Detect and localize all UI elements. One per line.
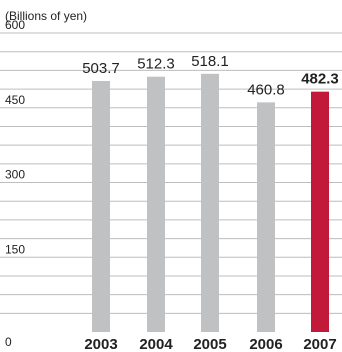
y-tick-label: 0 (5, 335, 12, 349)
value-label-2005: 518.1 (191, 53, 229, 70)
category-label-2005: 2005 (193, 336, 226, 352)
value-label-2007: 482.3 (301, 71, 339, 88)
unit-label: (Billions of yen) (5, 9, 87, 23)
bar-2004 (147, 76, 165, 333)
category-label-2007: 2007 (303, 336, 336, 352)
y-tick-label: 150 (5, 242, 25, 256)
y-tick-label: 450 (5, 93, 25, 107)
bar-2006 (257, 102, 275, 332)
category-label-2003: 2003 (84, 336, 117, 352)
y-tick-label: 300 (5, 168, 25, 182)
category-label-2004: 2004 (139, 336, 173, 352)
x-axis-categories: 2003 2004 2005 2006 2007 (84, 336, 336, 352)
value-label-2003: 503.7 (82, 60, 120, 77)
value-label-2006: 460.8 (247, 81, 285, 98)
bar-2003 (92, 80, 110, 332)
bar-2005 (201, 73, 219, 332)
y-tick-label: 600 (5, 18, 25, 32)
bar-2007 (311, 91, 329, 332)
bars (92, 73, 329, 333)
y-axis-ticks: 0 150 300 450 600 (5, 18, 25, 349)
category-label-2006: 2006 (249, 336, 282, 352)
value-label-2004: 512.3 (137, 56, 175, 73)
gridlines (0, 32, 342, 314)
value-labels: 503.7 512.3 518.1 460.8 482.3 (82, 53, 339, 99)
